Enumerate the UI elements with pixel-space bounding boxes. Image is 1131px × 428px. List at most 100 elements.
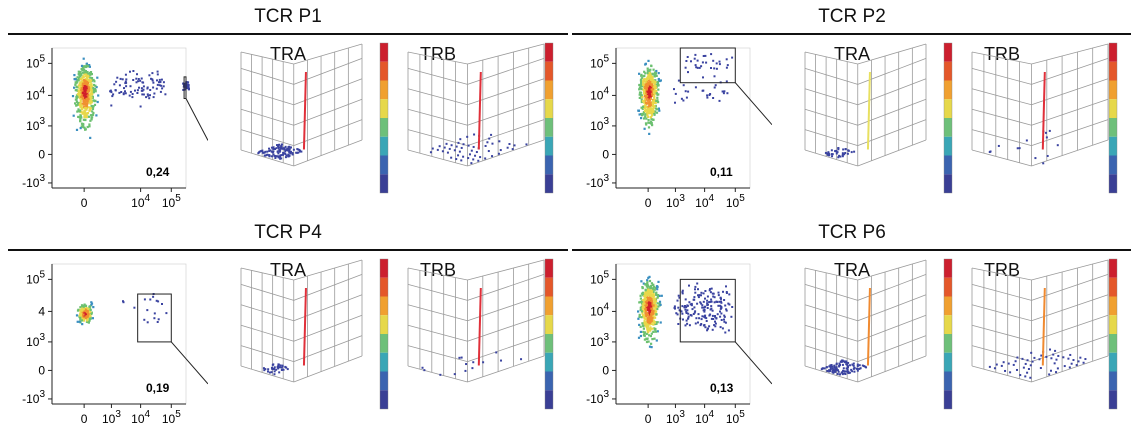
cell-dot	[648, 80, 651, 83]
cell-dot	[79, 99, 82, 102]
cell-dot	[83, 68, 86, 71]
cell-dot	[645, 300, 649, 303]
cell-dot	[656, 330, 659, 333]
floor-dot	[262, 367, 265, 370]
cell-dot	[84, 89, 87, 92]
cell-dot	[659, 79, 662, 82]
cell-dot	[649, 122, 653, 125]
cell-dot	[681, 291, 684, 294]
colorbar-segment	[380, 334, 388, 353]
floor-dot	[828, 369, 831, 372]
floor-dot	[260, 149, 263, 152]
box-edge	[467, 139, 545, 167]
gate-dot	[724, 331, 727, 334]
gate-dot	[731, 56, 734, 59]
floor-points	[824, 147, 856, 159]
gate-dot	[718, 60, 721, 63]
floor-dot	[1084, 358, 1087, 361]
cell-dot	[678, 296, 681, 299]
cell-dot	[128, 94, 131, 97]
floor-dot	[826, 370, 829, 373]
cell-dot	[649, 309, 652, 312]
cell-dot	[146, 93, 149, 96]
cell-dot	[641, 286, 644, 289]
panel-title: TCR P2	[818, 6, 886, 27]
floor-dot	[468, 153, 471, 156]
cell-dot	[658, 79, 661, 83]
frequency-bar	[302, 287, 307, 366]
cell-dot	[79, 101, 82, 104]
cell-dot	[643, 94, 647, 98]
colorbar-segment	[1109, 390, 1117, 409]
gate-dot	[713, 301, 716, 304]
grid-line	[240, 68, 294, 85]
cell-dot	[91, 317, 94, 320]
cell-dot	[703, 324, 706, 326]
gate-dot	[704, 305, 707, 308]
floor-dot	[436, 148, 439, 151]
cell-dot	[158, 81, 160, 84]
cell-dot	[85, 97, 88, 100]
gate-dot	[713, 67, 716, 70]
grid-line	[407, 284, 468, 301]
floor-dot	[837, 148, 840, 151]
cell-dot	[693, 298, 696, 301]
gate-dot	[713, 324, 716, 327]
gate-frequency: 0,13	[710, 381, 734, 395]
box-edge	[467, 259, 545, 281]
floor-dot	[1079, 356, 1082, 359]
floor-dot	[274, 155, 277, 158]
cell-dot	[80, 108, 83, 111]
cell-dot	[142, 88, 145, 91]
floor-dot	[829, 369, 832, 372]
cell-dot	[649, 111, 652, 114]
cell-dot	[644, 309, 647, 312]
floor-dot	[1012, 363, 1015, 366]
grid-line	[407, 345, 468, 362]
floor-dot	[823, 367, 826, 370]
floor-dot	[284, 365, 287, 368]
cell-dot	[85, 63, 88, 66]
floor-dot	[1048, 373, 1051, 376]
cell-dot	[650, 307, 653, 310]
cell-dot	[644, 122, 648, 125]
cell-dot	[76, 320, 79, 323]
gate-dot	[685, 60, 688, 62]
floor-dot	[1027, 368, 1030, 370]
gate	[679, 278, 736, 343]
floor-dot	[280, 157, 283, 160]
floor-dot	[277, 155, 280, 158]
floor-dot	[279, 364, 282, 367]
floor-dot	[1025, 139, 1028, 142]
cell-dot	[651, 105, 654, 108]
cell-dot	[654, 87, 658, 90]
tra-3d-plot	[804, 43, 927, 167]
cell-dot	[129, 85, 132, 88]
floor-dot	[453, 149, 456, 152]
cell-dot	[646, 279, 649, 282]
cell-dot	[122, 93, 125, 96]
floor-dot	[839, 155, 842, 158]
cell-dot	[654, 71, 657, 74]
panel-2: TCR P2 105 104 103 0 -103 0 103 104 105 0,11 TRA …	[572, 6, 1131, 211]
floor-dot	[441, 150, 444, 153]
cell-dot	[84, 310, 87, 313]
cell-dot	[86, 311, 89, 314]
colorbar-segment	[545, 99, 553, 118]
floor-dot	[840, 360, 843, 363]
cell-dot	[654, 330, 657, 333]
cell-dot	[638, 83, 641, 87]
cell-dot	[83, 109, 86, 112]
frequency-bar	[866, 287, 871, 366]
cell-dot	[124, 92, 127, 95]
colorbar-segment	[545, 315, 553, 334]
floor-dot	[988, 365, 991, 368]
gate-dot	[704, 54, 707, 57]
floor-dot	[833, 369, 836, 372]
cell-dot	[654, 104, 657, 107]
cell-dot	[638, 313, 641, 316]
cell-dot	[652, 79, 655, 82]
gate-dot	[146, 309, 149, 312]
cell-dot	[76, 309, 80, 312]
cell-dot	[727, 302, 730, 305]
